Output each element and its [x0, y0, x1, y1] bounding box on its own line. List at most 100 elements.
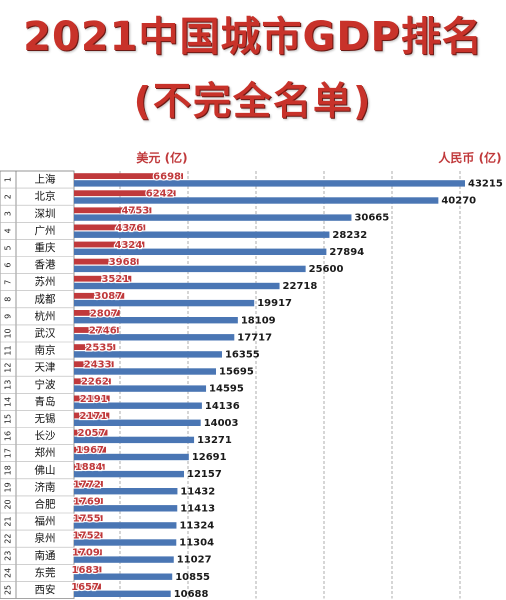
rank-label: 8	[4, 297, 13, 302]
city-label: 宁波	[35, 378, 56, 391]
bar-usd	[74, 412, 110, 419]
bar-rmb	[74, 522, 177, 529]
rank-label: 20	[4, 499, 13, 509]
city-label: 合肥	[35, 497, 56, 510]
city-label: 成都	[35, 293, 56, 305]
usd-value-label: 1709	[72, 548, 100, 559]
city-label: 重庆	[35, 241, 56, 254]
usd-value-label: 2171	[79, 411, 107, 422]
rmb-value-label: 10688	[174, 589, 209, 600]
bar-rmb	[74, 317, 238, 324]
bar-usd	[74, 207, 152, 214]
city-label: 长沙	[35, 430, 56, 442]
rmb-value-label: 11324	[179, 521, 214, 532]
bar-usd	[74, 395, 110, 402]
bar-rmb	[74, 351, 222, 358]
usd-value-label: 3521	[101, 274, 129, 285]
bar-usd	[74, 498, 103, 504]
bar-rmb	[74, 556, 174, 563]
bar-rmb	[74, 334, 235, 341]
rank-label: 15	[4, 414, 13, 424]
usd-value-label: 6242	[146, 189, 174, 200]
rmb-value-label: 43215	[468, 179, 503, 190]
bar-usd	[74, 481, 103, 487]
bar-usd	[74, 361, 114, 368]
rank-label: 12	[4, 363, 13, 373]
city-label: 北京	[35, 190, 56, 203]
bar-usd	[74, 549, 102, 556]
rmb-value-label: 14003	[204, 418, 239, 429]
rmb-value-label: 27894	[329, 247, 364, 258]
usd-value-label: 2057	[78, 428, 106, 439]
city-label: 上海	[35, 173, 56, 186]
usd-value-label: 4376	[115, 223, 143, 234]
city-label: 无锡	[35, 412, 56, 425]
rank-label: 3	[4, 211, 13, 216]
bar-usd	[74, 378, 111, 385]
bar-rmb	[74, 539, 177, 546]
rank-label: 1	[4, 177, 13, 182]
usd-value-label: 1967	[76, 445, 104, 456]
rmb-value-label: 13271	[197, 435, 232, 446]
usd-value-label: 1683	[72, 565, 100, 576]
rank-label: 2	[4, 194, 13, 199]
city-label: 南京	[35, 344, 56, 357]
rank-label: 16	[4, 431, 13, 441]
city-label: 青岛	[35, 395, 56, 408]
rank-label: 10	[4, 328, 13, 338]
city-label: 东莞	[35, 566, 56, 579]
usd-value-label: 4753	[122, 206, 150, 217]
rank-label: 13	[4, 380, 13, 390]
city-label: 南通	[35, 549, 56, 562]
rmb-value-label: 10855	[175, 572, 210, 583]
rank-label: 5	[4, 245, 13, 250]
rmb-value-label: 40270	[441, 196, 476, 207]
city-label: 西安	[35, 583, 56, 596]
city-label: 广州	[35, 225, 56, 237]
usd-value-label: 4324	[115, 240, 143, 251]
bar-rmb	[74, 470, 184, 478]
legend-rmb: 人民币 (亿)	[438, 150, 501, 165]
rank-label: 17	[4, 448, 13, 458]
usd-value-label: 3087	[94, 291, 122, 302]
bar-rmb	[74, 282, 280, 290]
rmb-value-label: 17717	[237, 332, 272, 343]
bar-usd	[74, 532, 103, 539]
bar-rmb	[74, 265, 306, 273]
rmb-value-label: 12157	[187, 469, 222, 480]
rmb-value-label: 16355	[225, 350, 260, 361]
chart-title: 2021中国城市GDP排名	[23, 14, 483, 60]
bar-usd	[74, 515, 103, 521]
usd-value-label: 2807	[90, 308, 118, 319]
rmb-value-label: 11413	[180, 503, 215, 514]
bar-usd	[74, 310, 120, 316]
rmb-value-label: 18109	[241, 315, 276, 326]
rank-label: 25	[4, 585, 13, 595]
bar-usd	[74, 258, 139, 265]
usd-value-label: 1752	[73, 531, 101, 542]
rank-label: 23	[4, 551, 13, 561]
usd-value-label: 2433	[84, 360, 112, 371]
bar-usd	[74, 566, 102, 573]
city-label: 济南	[35, 480, 56, 493]
city-label: 武汉	[35, 326, 56, 339]
bar-rmb	[74, 436, 195, 444]
rank-label: 14	[4, 397, 13, 407]
city-label: 香港	[35, 259, 56, 271]
rank-label: 11	[4, 345, 13, 355]
rmb-value-label: 14136	[205, 401, 240, 412]
chart-subtitle: (不完全名单)	[133, 79, 373, 123]
usd-value-label: 2262	[81, 377, 109, 388]
usd-value-label: 3968	[109, 257, 137, 268]
rank-label: 9	[4, 314, 13, 319]
bar-rmb	[74, 214, 352, 221]
bar-usd	[74, 344, 116, 350]
rmb-value-label: 25600	[309, 264, 344, 275]
rmb-value-label: 15695	[219, 367, 254, 378]
usd-value-label: 1755	[73, 514, 101, 525]
bar-rmb	[74, 299, 255, 307]
rmb-value-label: 11432	[180, 486, 215, 497]
bar-usd	[74, 241, 145, 248]
bar-rmb	[74, 231, 330, 238]
bar-usd	[74, 429, 108, 436]
